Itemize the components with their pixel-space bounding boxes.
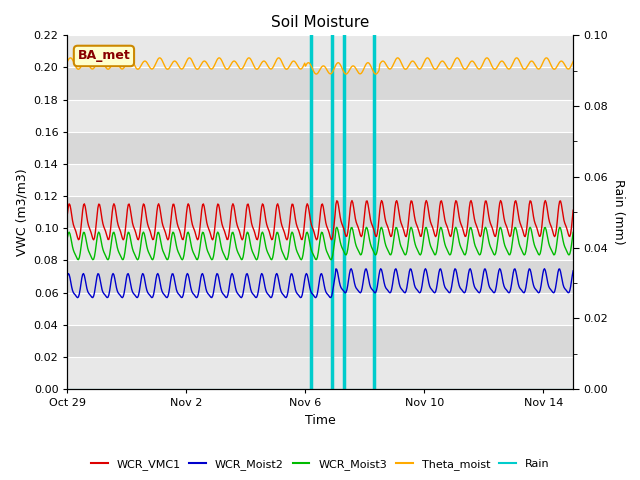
Bar	[67, 357, 573, 389]
Bar	[67, 261, 573, 292]
X-axis label: Time: Time	[305, 414, 336, 427]
Legend: WCR_VMC1, WCR_Moist2, WCR_Moist3, Theta_moist, Rain: WCR_VMC1, WCR_Moist2, WCR_Moist3, Theta_…	[86, 455, 554, 474]
Title: Soil Moisture: Soil Moisture	[271, 15, 369, 30]
Bar	[67, 68, 573, 100]
Bar	[67, 36, 573, 68]
Bar	[67, 228, 573, 261]
Bar	[67, 100, 573, 132]
Y-axis label: VWC (m3/m3): VWC (m3/m3)	[15, 168, 28, 256]
Bar	[67, 132, 573, 164]
Bar	[67, 164, 573, 196]
Bar	[67, 324, 573, 357]
Text: BA_met: BA_met	[77, 49, 131, 62]
Y-axis label: Rain (mm): Rain (mm)	[612, 180, 625, 245]
Bar	[67, 196, 573, 228]
Bar	[67, 292, 573, 324]
